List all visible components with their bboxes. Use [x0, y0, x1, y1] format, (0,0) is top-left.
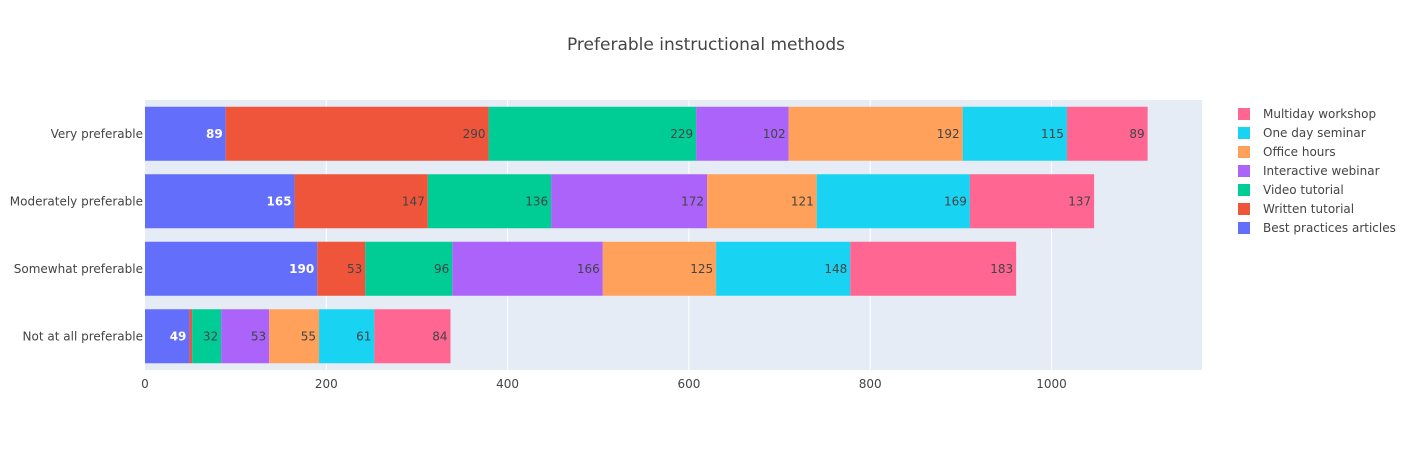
bar-value-label: 53 — [251, 329, 266, 343]
bar-segment — [969, 174, 1095, 229]
bar-segment — [488, 106, 697, 161]
bar-value-label: 136 — [525, 194, 548, 208]
y-axis-ticks: Very preferable Moderately preferable Some… — [10, 127, 143, 344]
legend: Multiday workshop One day seminar Office h… — [1238, 107, 1396, 235]
bar-value-label: 229 — [670, 127, 693, 141]
x-tick-label: 800 — [859, 377, 882, 391]
bar-value-label: 165 — [267, 194, 292, 208]
legend-swatch — [1238, 108, 1250, 120]
bar-segment — [269, 309, 320, 364]
legend-entry: Multiday workshop — [1263, 107, 1376, 121]
bar-segment — [145, 241, 318, 296]
bar-segment — [816, 174, 970, 229]
bar-segment — [602, 241, 717, 296]
bar-value-label: 147 — [402, 194, 425, 208]
y-tick-label: Very preferable — [51, 127, 143, 141]
bar-segment — [145, 309, 190, 364]
bars: 89 290 229 102 192 115 89 165 147 136 172 121 169 137… — [145, 106, 1148, 364]
bar-segment — [365, 241, 453, 296]
bar-value-label: 290 — [463, 127, 486, 141]
bar-value-label: 125 — [690, 262, 713, 276]
y-tick-label: Moderately preferable — [10, 194, 143, 208]
x-axis-ticks: 0 200 400 600 800 1000 — [141, 377, 1067, 391]
bar-value-label: 169 — [944, 194, 967, 208]
bar-value-label: 190 — [289, 262, 314, 276]
chart-title: Preferable instructional methods — [567, 35, 845, 55]
x-tick-label: 400 — [496, 377, 519, 391]
bar-segment — [189, 309, 193, 364]
legend-entry: Interactive webinar — [1263, 164, 1380, 178]
x-tick-label: 200 — [315, 377, 338, 391]
y-tick-label: Not at all preferable — [23, 329, 143, 343]
x-tick-label: 0 — [141, 377, 149, 391]
bar-segment — [696, 106, 789, 161]
legend-entry: One day seminar — [1263, 126, 1366, 140]
legend-swatch — [1238, 222, 1250, 234]
bar-value-label: 183 — [990, 262, 1013, 276]
bar-value-label: 166 — [577, 262, 600, 276]
bar-segment — [319, 309, 375, 364]
bar-segment — [1066, 106, 1148, 161]
legend-swatch — [1238, 146, 1250, 158]
bar-value-label: 102 — [763, 127, 786, 141]
bar-value-label: 121 — [791, 194, 814, 208]
bar-segment — [192, 309, 222, 364]
bar-value-label: 55 — [301, 329, 316, 343]
bar-value-label: 53 — [347, 262, 362, 276]
legend-entry: Video tutorial — [1263, 183, 1344, 197]
bar-segment — [452, 241, 603, 296]
bar-segment — [221, 309, 270, 364]
bar-value-label: 84 — [432, 329, 447, 343]
bar-segment — [707, 174, 817, 229]
legend-swatch — [1238, 127, 1250, 139]
legend-entry: Written tutorial — [1263, 202, 1354, 216]
legend-entry: Best practices articles — [1263, 221, 1396, 235]
bar-segment — [850, 241, 1017, 296]
bar-segment — [788, 106, 963, 161]
bar-value-label: 89 — [206, 127, 223, 141]
bar-value-label: 148 — [824, 262, 847, 276]
x-tick-label: 600 — [677, 377, 700, 391]
bar-segment — [551, 174, 708, 229]
y-tick-label: Somewhat preferable — [14, 262, 143, 276]
bar-segment — [317, 241, 366, 296]
x-tick-label: 1000 — [1036, 377, 1067, 391]
bar-value-label: 137 — [1068, 194, 1091, 208]
bar-value-label: 115 — [1041, 127, 1064, 141]
bar-segment — [145, 106, 226, 161]
bar-value-label: 61 — [356, 329, 371, 343]
legend-swatch — [1238, 165, 1250, 177]
legend-swatch — [1238, 203, 1250, 215]
bar-value-label: 49 — [170, 329, 187, 343]
legend-entry: Office hours — [1263, 145, 1336, 159]
legend-swatch — [1238, 184, 1250, 196]
bar-value-label: 172 — [681, 194, 704, 208]
bar-segment — [145, 174, 295, 229]
bar-value-label: 96 — [434, 262, 449, 276]
bar-value-label: 192 — [937, 127, 960, 141]
bar-segment — [716, 241, 851, 296]
bar-segment — [427, 174, 552, 229]
bar-segment — [225, 106, 489, 161]
bar-segment — [294, 174, 428, 229]
bar-segment — [374, 309, 451, 364]
bar-value-label: 89 — [1129, 127, 1144, 141]
bar-segment — [962, 106, 1067, 161]
bar-value-label: 32 — [203, 329, 218, 343]
